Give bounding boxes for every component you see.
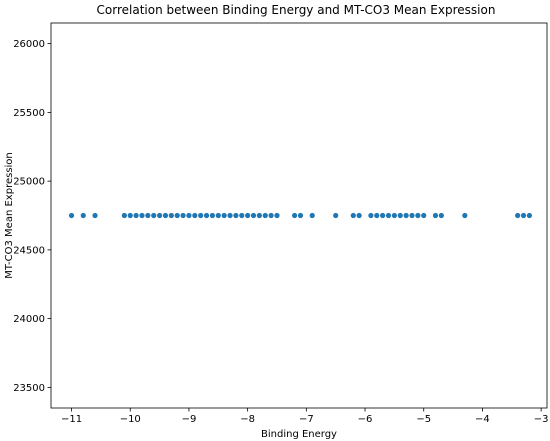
x-tick-label: −8 [240,414,255,425]
y-tick-label: 26000 [13,39,45,50]
data-point [515,212,521,219]
data-point [385,212,392,219]
data-point [432,212,439,219]
x-axis: −11 −10 −9 −8 −7 −6 −5 −4 −3 [61,408,549,425]
data-point [174,212,180,219]
data-point [250,212,257,219]
data-point [192,212,198,219]
data-point [333,212,339,219]
y-axis-label: MT-CO3 Mean Expression [4,152,15,279]
data-point [127,212,133,219]
data-point [356,212,362,219]
data-point [239,212,245,219]
data-point [462,212,468,219]
data-point [526,212,532,219]
data-point [168,212,174,219]
data-point [209,212,216,219]
data-point [380,212,386,219]
y-tick-label: 25000 [13,177,45,188]
data-point [68,212,75,219]
data-point [256,212,262,219]
y-tick-label: 24000 [13,314,45,325]
data-point [245,212,251,219]
data-point [409,212,415,219]
data-point [291,212,298,219]
x-tick-label: −4 [475,414,490,425]
data-point [215,212,221,219]
data-point [415,212,421,219]
y-axis: 23500 24000 24500 25000 25500 26000 [13,39,51,394]
x-tick-label: −3 [534,414,549,425]
data-point [438,212,444,219]
y-tick-label: 24500 [13,245,45,256]
x-axis-label: Binding Energy [261,429,337,440]
x-tick-label: −10 [120,414,141,425]
y-tick-label: 23500 [13,383,45,394]
data-point [309,212,315,219]
x-tick-label: −5 [416,414,431,425]
data-point [133,212,139,219]
data-point [374,212,380,219]
data-point [156,212,163,219]
data-point [368,212,374,219]
data-point [145,212,151,219]
data-point [397,212,403,219]
data-point [221,212,227,219]
chart-title: Correlation between Binding Energy and M… [97,3,496,17]
x-tick-label: −7 [299,414,314,425]
data-point [186,212,192,219]
data-point [92,212,98,219]
x-tick-label: −9 [182,414,197,425]
data-point [350,212,356,219]
data-point [162,212,169,219]
data-point [403,212,409,219]
data-point [268,212,274,219]
data-point [297,212,304,219]
data-point [227,212,233,219]
data-point [180,212,186,219]
data-point [421,212,427,219]
data-point [203,212,210,219]
x-tick-label: −11 [61,414,82,425]
y-tick-label: 25500 [13,108,45,119]
data-point [262,212,268,219]
data-point [80,212,86,219]
data-point [198,212,204,219]
data-point [274,212,280,219]
data-point [121,212,127,219]
x-tick-label: −6 [358,414,373,425]
data-point [139,212,145,219]
data-point [151,212,157,219]
data-point [233,212,239,219]
data-points [68,212,532,219]
data-point [391,212,397,219]
data-point [520,212,527,219]
